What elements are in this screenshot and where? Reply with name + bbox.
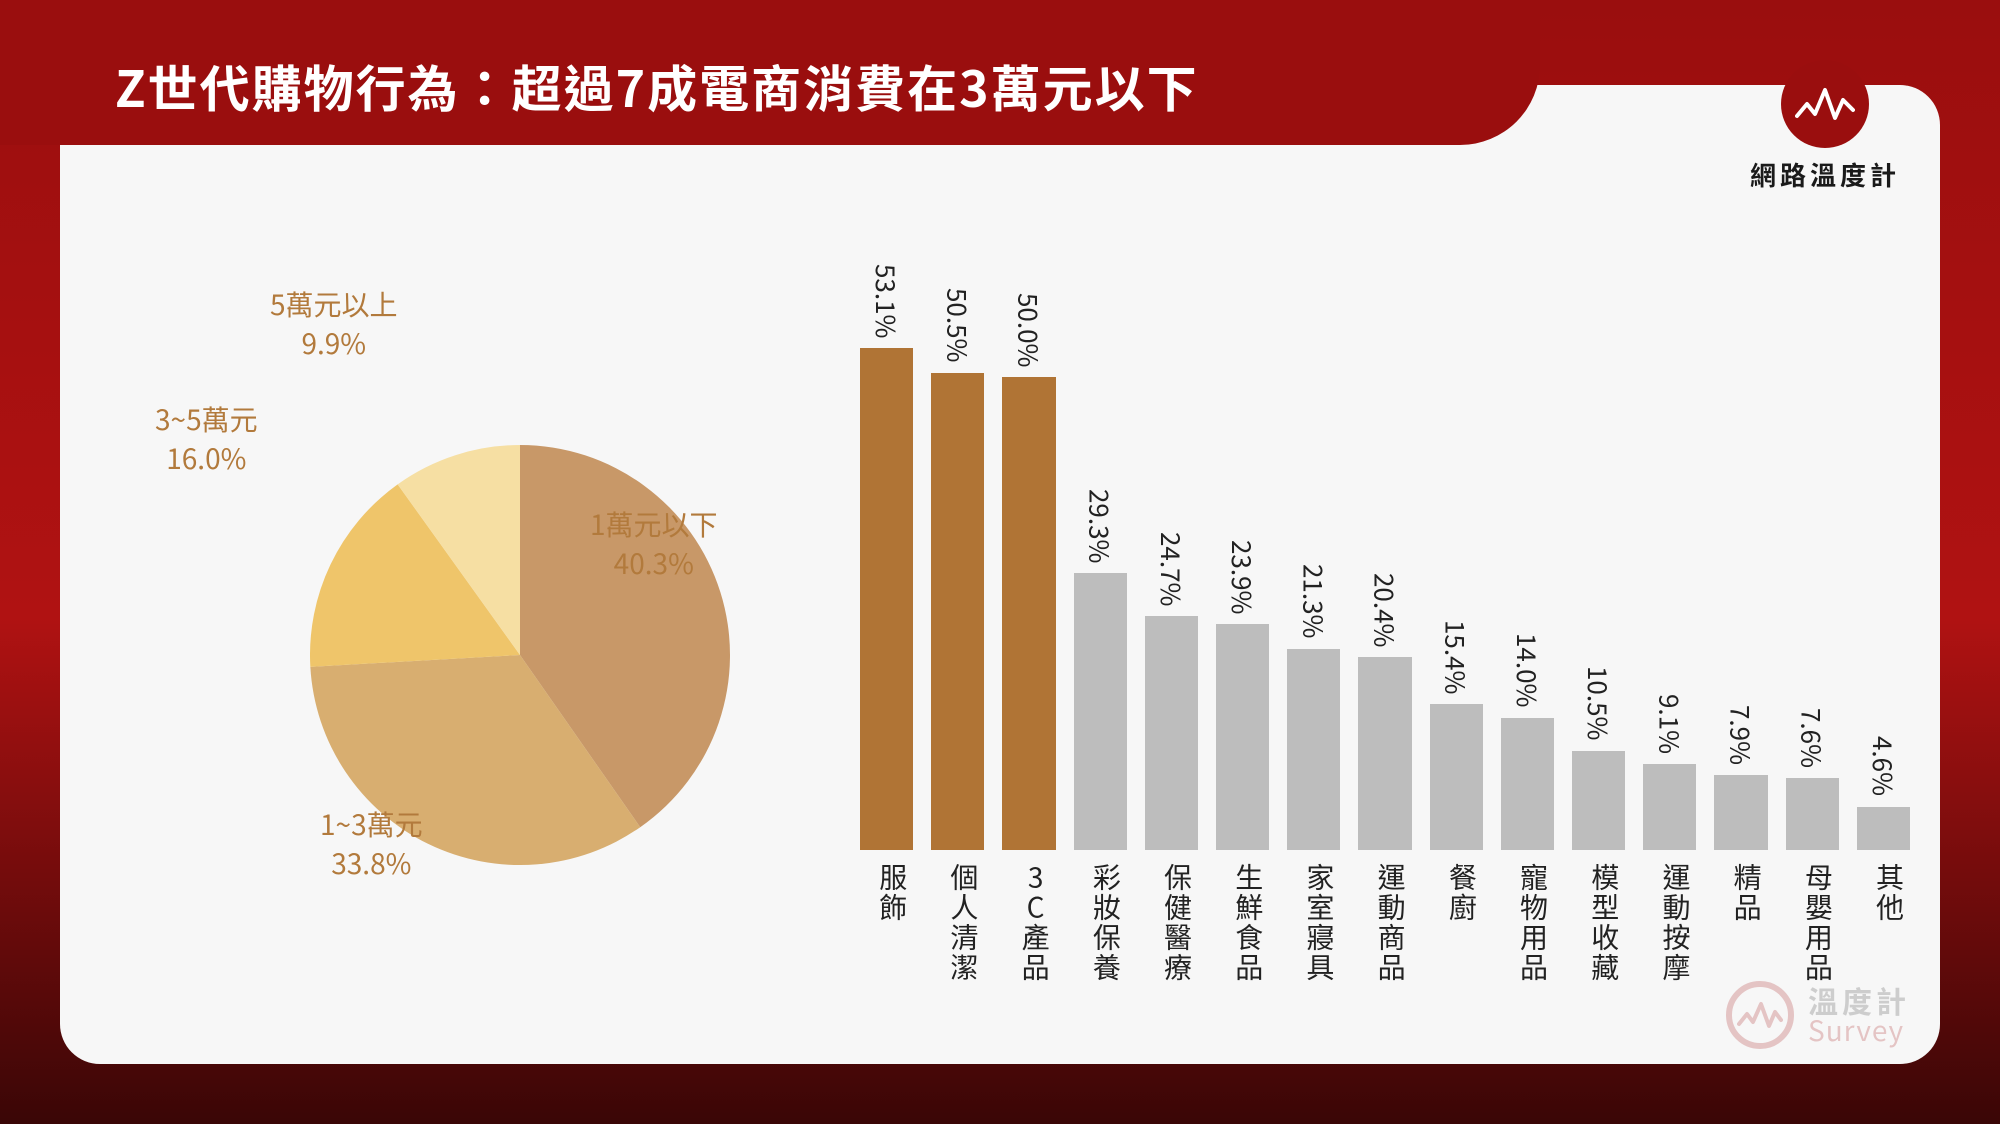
bar-rect [1145,616,1198,850]
pulse-icon [1795,84,1855,124]
bar-rect [1714,775,1767,850]
bar-category-label: 服飾 [860,855,913,1050]
bar-plot-area: 53.1%50.5%50.0%29.3%24.7%23.9%21.3%20.4%… [860,330,1910,850]
bar-column: 7.6% [1786,708,1839,850]
bar-column: 14.0% [1501,633,1554,850]
bar-category-label: 彩妝保養 [1074,855,1127,1050]
watermark-line2: Survey [1808,1016,1910,1045]
bar-rect [1572,751,1625,850]
brand-name: 網路溫度計 [1750,156,1900,193]
bar-value-label: 23.9% [1224,540,1261,614]
content-card: 1萬元以下40.3%1~3萬元33.8%3~5萬元16.0%5萬元以上9.9% … [60,85,1940,1064]
bar-rect [1216,624,1269,850]
bar-rect [1501,718,1554,850]
bar-category-label: 保健醫療 [1145,855,1198,1050]
bar-value-label: 29.3% [1082,489,1119,563]
watermark-icon [1726,981,1794,1049]
brand-logo: 網路溫度計 [1750,60,1900,193]
pie-slice-label: 1萬元以下40.3% [590,505,718,583]
bar-column: 50.0% [1002,293,1055,850]
bar-rect [860,348,913,850]
bar-value-label: 7.9% [1723,705,1760,765]
bar-category-label: 家室寢具 [1287,855,1340,1050]
pie-slice-label: 1~3萬元33.8% [320,805,423,883]
bar-category-label: 生鮮食品 [1216,855,1269,1050]
bar-column: 15.4% [1430,620,1483,850]
bar-rect [1074,573,1127,850]
bar-column: 9.1% [1643,694,1696,850]
bar-category-label: 寵物用品 [1501,855,1554,1050]
bar-column: 10.5% [1572,666,1625,850]
bar-rect [931,373,984,850]
bar-category-label: 個人清潔 [931,855,984,1050]
bar-rect [1643,764,1696,850]
bar-rect [1857,807,1910,850]
bar-category-label: 3C產品 [1002,855,1055,1050]
bar-category-label: 餐廚 [1430,855,1483,1050]
logo-circle [1781,60,1869,148]
bar-rect [1430,704,1483,850]
bar-value-label: 14.0% [1509,633,1546,707]
bar-value-label: 7.6% [1794,708,1831,768]
bar-value-label: 4.6% [1865,736,1902,796]
pie-slice-label: 5萬元以上9.9% [270,285,398,363]
bar-category-label: 模型收藏 [1572,855,1625,1050]
bar-category-label: 運動商品 [1358,855,1411,1050]
bar-value-label: 50.5% [939,288,976,362]
bar-column: 7.9% [1714,705,1767,850]
bar-column: 50.5% [931,288,984,850]
bar-value-label: 10.5% [1580,666,1617,740]
bar-column: 23.9% [1216,540,1269,850]
bar-value-label: 50.0% [1011,293,1048,367]
bar-value-label: 20.4% [1367,573,1404,647]
bar-column: 24.7% [1145,532,1198,850]
bar-value-label: 21.3% [1295,564,1332,638]
bar-value-label: 9.1% [1651,694,1688,754]
bar-rect [1287,649,1340,850]
bar-rect [1358,657,1411,850]
bar-column: 53.1% [860,264,913,851]
watermark: 溫度計 Survey [1726,981,1910,1049]
bar-value-label: 53.1% [868,264,905,338]
bar-rect [1002,377,1055,850]
bar-column: 20.4% [1358,573,1411,850]
bar-chart: 53.1%50.5%50.0%29.3%24.7%23.9%21.3%20.4%… [860,330,1910,1050]
bar-column: 4.6% [1857,736,1910,850]
bar-rect [1786,778,1839,850]
page-title: Z世代購物行為：超過7成電商消費在3萬元以下 [115,50,1199,122]
bar-column: 29.3% [1074,489,1127,850]
bar-value-label: 15.4% [1438,620,1475,694]
bar-column: 21.3% [1287,564,1340,850]
bar-category-label: 運動按摩 [1643,855,1696,1050]
bar-value-label: 24.7% [1153,532,1190,606]
pie-slice-label: 3~5萬元16.0% [155,400,258,478]
